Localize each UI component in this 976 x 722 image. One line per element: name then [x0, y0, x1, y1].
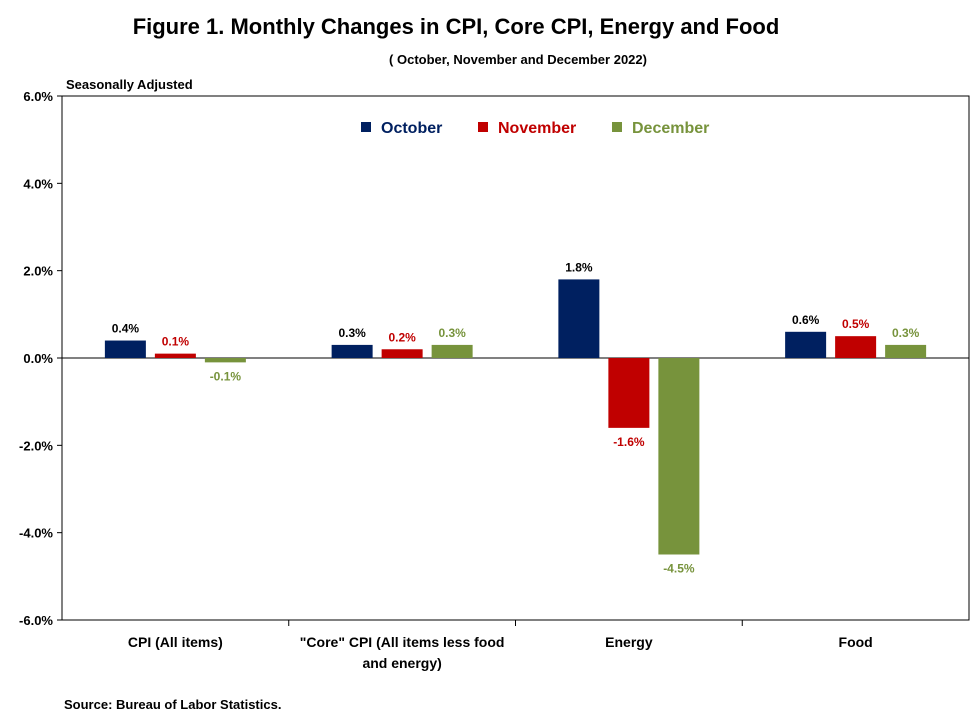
data-label: -4.5%: [663, 562, 695, 576]
legend-label-december: December: [632, 120, 709, 137]
x-category-label: Food: [839, 634, 873, 650]
y-tick-label: 4.0%: [23, 176, 53, 191]
x-category-label: Energy: [605, 634, 653, 650]
data-label: 0.1%: [162, 335, 190, 349]
data-label: 0.3%: [438, 326, 466, 340]
y-tick-label: 6.0%: [23, 89, 53, 104]
data-label: 1.8%: [565, 260, 593, 274]
x-category-label: CPI (All items): [128, 634, 223, 650]
bar-october: [331, 344, 373, 358]
bar-december: [204, 358, 246, 363]
y-tick-label: 2.0%: [23, 264, 53, 279]
bar-december: [658, 358, 700, 555]
data-label: 0.2%: [388, 330, 416, 344]
y-tick-label: 0.0%: [23, 351, 53, 366]
data-label: -1.6%: [613, 435, 645, 449]
bar-november: [608, 358, 650, 428]
y-tick-label: -2.0%: [19, 438, 53, 453]
data-label: 0.3%: [892, 326, 920, 340]
bar-october: [558, 279, 600, 358]
data-label: -0.1%: [210, 369, 242, 383]
bar-november: [835, 336, 877, 358]
legend-swatch-october: [361, 122, 371, 132]
legend-label-october: October: [381, 120, 442, 137]
data-label: 0.5%: [842, 317, 870, 331]
source-note: Source: Bureau of Labor Statistics.: [64, 697, 282, 712]
legend-label-november: November: [498, 120, 576, 137]
legend-swatch-december: [612, 122, 622, 132]
chart-subtitle: ( October, November and December 2022): [389, 52, 647, 67]
y-tick-label: -4.0%: [19, 526, 53, 541]
bar-december: [885, 344, 927, 358]
x-category-label: "Core" CPI (All items less food: [300, 634, 505, 650]
data-label: 0.6%: [792, 313, 820, 327]
chart-title: Figure 1. Monthly Changes in CPI, Core C…: [132, 14, 780, 39]
bar-november: [381, 349, 423, 358]
bar-october: [785, 331, 827, 358]
y-tick-label: -6.0%: [19, 613, 53, 628]
data-label: 0.4%: [112, 322, 140, 336]
data-label: 0.3%: [338, 326, 366, 340]
bar-november: [154, 353, 196, 358]
x-category-label: and energy): [362, 655, 441, 671]
bar-december: [431, 344, 473, 358]
legend-swatch-november: [478, 122, 488, 132]
bar-october: [104, 340, 146, 358]
seasonal-note: Seasonally Adjusted: [66, 77, 193, 92]
